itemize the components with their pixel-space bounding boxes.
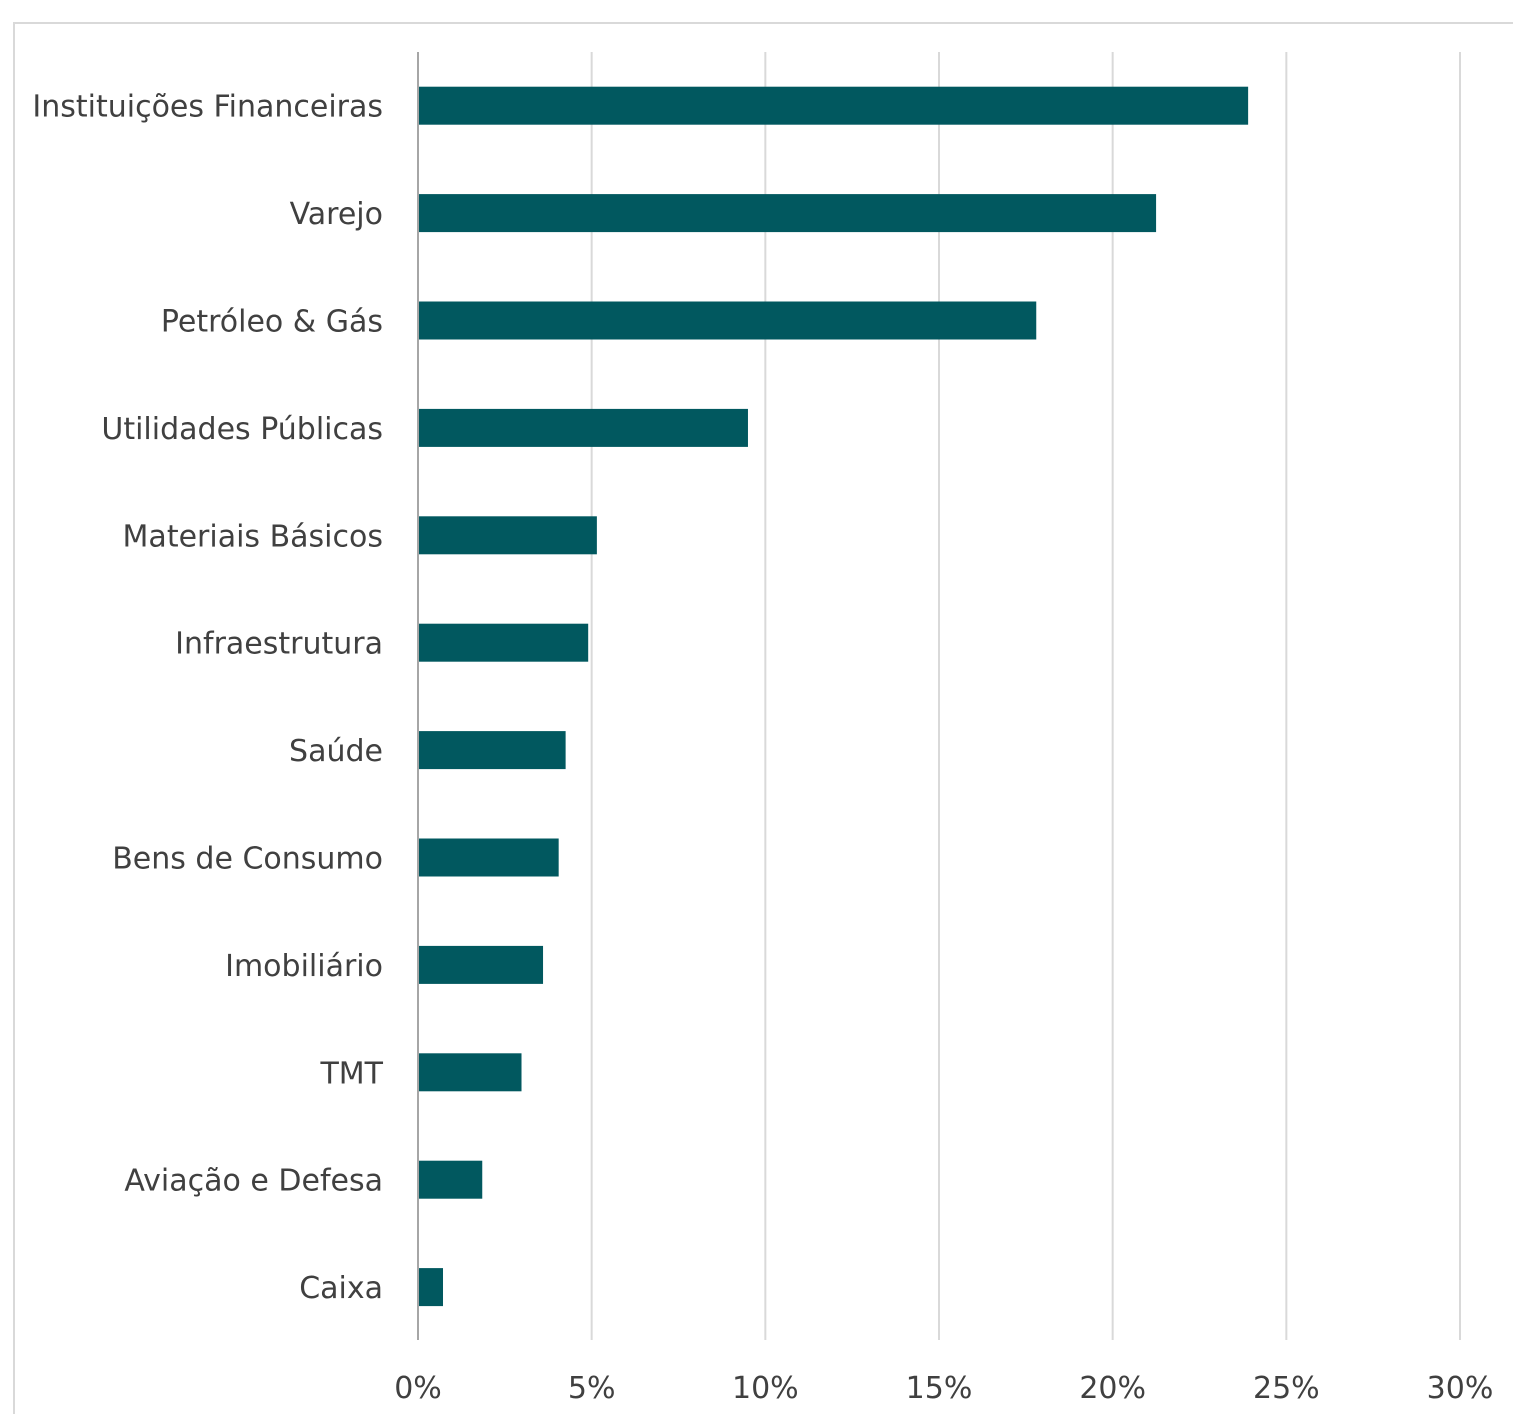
bar: [418, 731, 566, 770]
bar: [418, 838, 559, 877]
bar: [418, 945, 544, 984]
category-label: Materiais Básicos: [123, 519, 383, 554]
category-label: Varejo: [290, 197, 383, 232]
category-label: Instituições Financeiras: [32, 90, 383, 125]
bar: [418, 1053, 522, 1092]
bar: [418, 86, 1249, 125]
x-tick-label: 5%: [568, 1371, 616, 1406]
bar: [418, 408, 748, 447]
bar: [418, 1268, 444, 1307]
bar: [418, 194, 1157, 233]
category-label: Imobiliário: [225, 949, 383, 984]
category-label: Caixa: [299, 1271, 383, 1306]
bars: [418, 86, 1249, 1307]
category-label: Petróleo & Gás: [161, 305, 383, 340]
bar: [418, 516, 597, 555]
category-label: Bens de Consumo: [112, 842, 383, 877]
category-label: TMT: [319, 1056, 383, 1091]
category-labels: Instituições Financeiras Varejo Petróleo &…: [32, 90, 383, 1306]
bar: [418, 301, 1037, 340]
bar: [418, 1160, 483, 1199]
x-tick-label: 25%: [1253, 1371, 1320, 1406]
x-tick-label: 20%: [1079, 1371, 1146, 1406]
tick-labels: 0% 5% 10% 15% 20% 25% 30%: [394, 1371, 1493, 1406]
chart-frame: [13, 22, 1513, 1414]
bar: [418, 623, 589, 662]
category-label: Aviação e Defesa: [124, 1164, 383, 1199]
x-tick-label: 10%: [732, 1371, 799, 1406]
x-tick-label: 30%: [1427, 1371, 1494, 1406]
gridlines: [590, 52, 1461, 1340]
x-tick-label: 0%: [394, 1371, 442, 1406]
x-tick-label: 15%: [906, 1371, 973, 1406]
category-label: Utilidades Públicas: [101, 412, 383, 447]
category-label: Saúde: [289, 734, 383, 769]
category-label: Infraestrutura: [175, 627, 383, 662]
